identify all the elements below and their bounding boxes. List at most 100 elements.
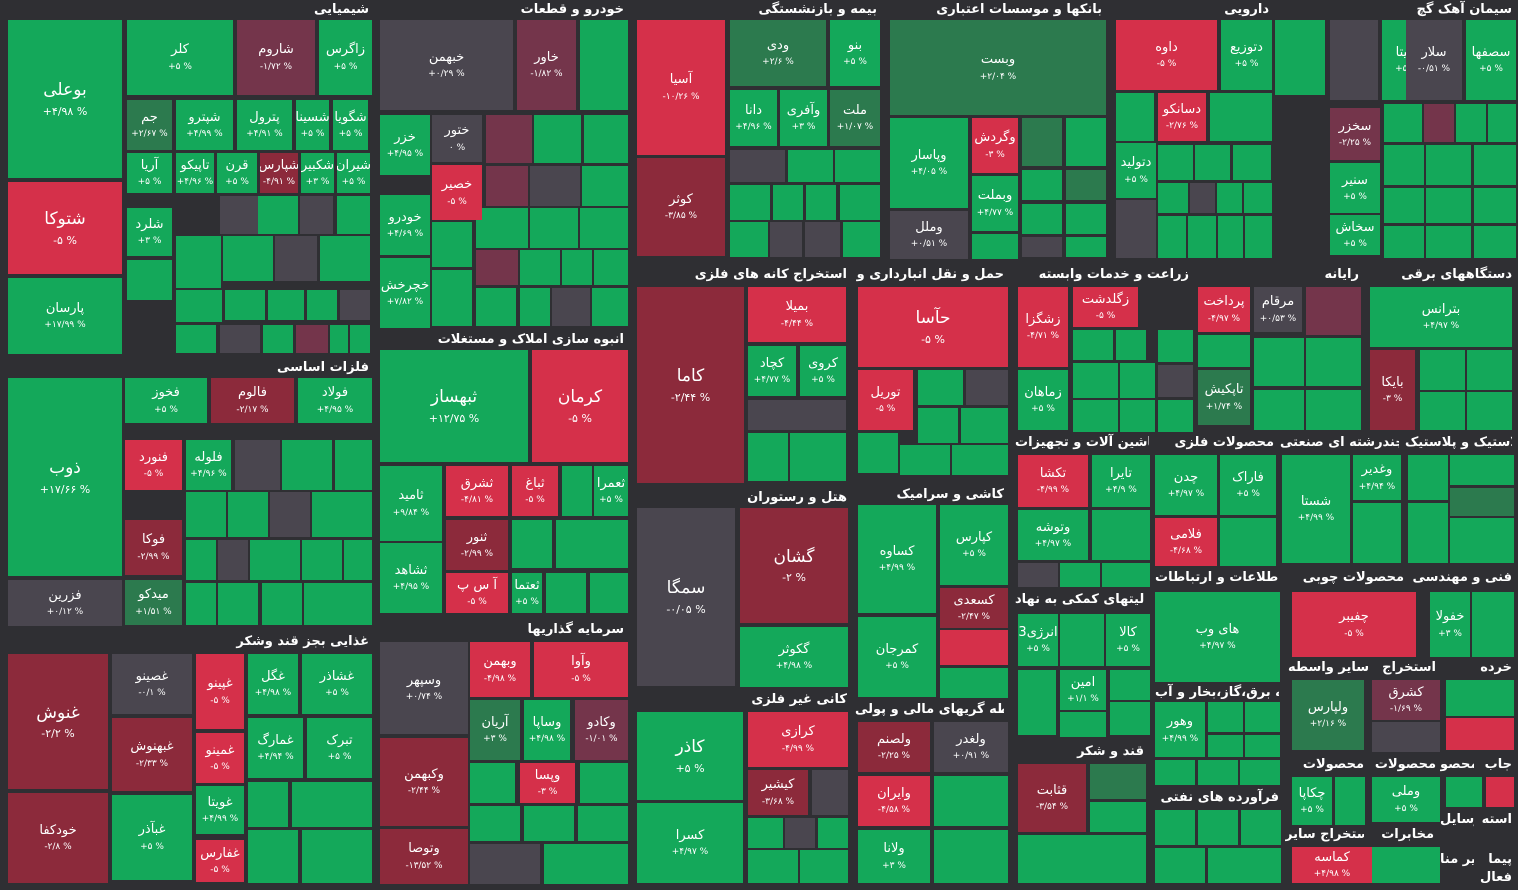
stock-tile[interactable]: ثنور -۲/۹۹ % — [446, 520, 508, 570]
stock-tile-unlabeled[interactable] — [1446, 777, 1482, 807]
stock-tile[interactable]: دسانکو -۲/۷۶ % — [1158, 93, 1206, 141]
stock-tile[interactable]: خودکفا -۲/۸ % — [8, 793, 108, 883]
stock-tile[interactable]: کروی +۵ % — [800, 346, 846, 396]
stock-tile-unlabeled[interactable] — [1018, 835, 1146, 883]
stock-tile[interactable]: تایرا +۴/۹ % — [1092, 455, 1150, 507]
stock-tile-unlabeled[interactable] — [1073, 330, 1113, 360]
stock-tile-unlabeled[interactable] — [1210, 93, 1272, 141]
stock-tile-unlabeled[interactable] — [248, 830, 298, 883]
stock-tile[interactable]: شپترو +۴/۹۹ % — [176, 100, 233, 150]
stock-tile[interactable]: فنورد -۵ % — [125, 440, 182, 490]
stock-tile-unlabeled[interactable] — [578, 806, 628, 841]
stock-tile-unlabeled[interactable] — [1073, 363, 1118, 398]
stock-tile-unlabeled[interactable] — [730, 150, 785, 182]
stock-tile-unlabeled[interactable] — [1474, 188, 1516, 223]
stock-tile[interactable]: کساوه +۴/۹۹ % — [858, 505, 936, 613]
stock-tile-unlabeled[interactable] — [1198, 335, 1250, 367]
stock-tile[interactable]: چدن +۴/۹۷ % — [1155, 455, 1217, 515]
stock-tile-unlabeled[interactable] — [1073, 400, 1118, 432]
stock-tile[interactable]: فزرین +۰/۱۲ % — [8, 580, 122, 626]
stock-tile-unlabeled[interactable] — [1372, 847, 1440, 883]
stock-tile-unlabeled[interactable] — [1420, 392, 1465, 430]
stock-tile-unlabeled[interactable] — [235, 440, 280, 490]
stock-tile[interactable]: سمگا -۰/۰۵ % — [637, 508, 735, 686]
stock-tile-unlabeled[interactable] — [1372, 722, 1440, 752]
stock-tile[interactable]: خزر +۴/۹۵ % — [380, 115, 430, 175]
stock-tile-unlabeled[interactable] — [530, 166, 580, 206]
stock-tile[interactable]: ثباغ -۵ % — [512, 466, 558, 516]
stock-tile-unlabeled[interactable] — [812, 770, 848, 815]
stock-tile-unlabeled[interactable] — [934, 830, 1008, 883]
stock-tile[interactable]: چکاپا +۵ % — [1292, 777, 1332, 825]
stock-tile-unlabeled[interactable] — [186, 583, 216, 625]
stock-tile-unlabeled[interactable] — [512, 520, 552, 568]
stock-tile-unlabeled[interactable] — [432, 270, 472, 326]
stock-tile-unlabeled[interactable] — [806, 185, 836, 220]
stock-tile-unlabeled[interactable] — [1426, 145, 1471, 185]
stock-tile-unlabeled[interactable] — [1022, 204, 1062, 234]
stock-tile-unlabeled[interactable] — [263, 325, 293, 353]
stock-tile[interactable]: مرقام +۰/۵۳ % — [1254, 287, 1302, 332]
stock-tile-unlabeled[interactable] — [1240, 760, 1280, 785]
stock-tile[interactable]: ثشرق -۴/۸۱ % — [446, 466, 508, 516]
stock-tile-unlabeled[interactable] — [900, 445, 950, 475]
stock-tile-unlabeled[interactable] — [1198, 760, 1238, 785]
stock-tile[interactable]: داوه -۵ % — [1116, 20, 1217, 90]
stock-tile[interactable]: وآفری +۳ % — [780, 90, 827, 146]
stock-tile[interactable]: دتوزیع +۵ % — [1221, 20, 1272, 90]
stock-tile-unlabeled[interactable] — [1066, 204, 1106, 234]
stock-tile-unlabeled[interactable] — [268, 290, 304, 320]
stock-tile[interactable]: غفارس -۵ % — [196, 840, 244, 882]
stock-tile-unlabeled[interactable] — [220, 196, 258, 234]
stock-tile[interactable]: وتوصا -۱۳/۵۲ % — [380, 829, 468, 884]
stock-tile[interactable]: غصینو -۰/۱ % — [112, 654, 192, 714]
stock-tile-unlabeled[interactable] — [1208, 848, 1281, 883]
stock-tile[interactable]: وپسا -۳ % — [520, 763, 575, 803]
stock-tile-unlabeled[interactable] — [218, 583, 258, 625]
stock-tile-unlabeled[interactable] — [1330, 20, 1378, 100]
stock-tile[interactable]: سخاش +۵ % — [1330, 215, 1380, 255]
stock-tile-unlabeled[interactable] — [248, 782, 288, 827]
stock-tile-unlabeled[interactable] — [476, 208, 528, 248]
stock-tile-unlabeled[interactable] — [470, 844, 540, 884]
stock-tile-unlabeled[interactable] — [1195, 145, 1230, 180]
stock-tile-unlabeled[interactable] — [176, 236, 221, 288]
stock-tile[interactable]: سلار -۰/۵۱ % — [1406, 20, 1462, 100]
stock-tile[interactable]: ذوب +۱۷/۶۶ % — [8, 378, 122, 576]
stock-tile-unlabeled[interactable] — [270, 492, 310, 537]
stock-tile-unlabeled[interactable] — [1155, 848, 1205, 883]
stock-tile-unlabeled[interactable] — [843, 222, 880, 257]
stock-tile-unlabeled[interactable] — [1384, 104, 1422, 142]
stock-tile[interactable]: کسعدی -۲/۴۷ % — [940, 588, 1008, 628]
stock-tile-unlabeled[interactable] — [790, 433, 846, 481]
stock-tile[interactable]: دانا +۴/۹۶ % — [730, 90, 777, 146]
stock-tile[interactable]: فاراک +۵ % — [1220, 455, 1276, 515]
stock-tile[interactable]: ودی +۲/۶ % — [730, 20, 826, 86]
stock-tile[interactable]: های وب +۴/۹۷ % — [1155, 592, 1280, 682]
stock-tile-unlabeled[interactable] — [307, 290, 337, 320]
stock-tile-unlabeled[interactable] — [940, 630, 1008, 665]
stock-tile[interactable]: خفولا +۳ % — [1430, 592, 1470, 657]
stock-tile-unlabeled[interactable] — [186, 492, 226, 537]
stock-tile-unlabeled[interactable] — [520, 250, 560, 285]
stock-tile-unlabeled[interactable] — [592, 288, 628, 326]
stock-tile[interactable]: خچرخش +۷/۸۲ % — [380, 258, 430, 328]
stock-tile-unlabeled[interactable] — [228, 492, 268, 537]
stock-tile-unlabeled[interactable] — [748, 850, 798, 883]
stock-tile-unlabeled[interactable] — [773, 185, 803, 220]
stock-tile[interactable]: خودرو +۴/۶۹ % — [380, 195, 430, 255]
stock-tile-unlabeled[interactable] — [580, 20, 628, 110]
stock-tile-unlabeled[interactable] — [1208, 735, 1243, 757]
stock-tile[interactable]: شکبیر +۳ % — [301, 153, 334, 193]
stock-tile[interactable]: کماسه +۴/۹۸ % — [1292, 847, 1372, 883]
stock-tile-unlabeled[interactable] — [1384, 226, 1424, 258]
stock-tile-unlabeled[interactable] — [1158, 400, 1193, 432]
stock-tile[interactable]: خاور -۱/۸۲ % — [517, 20, 576, 110]
stock-tile-unlabeled[interactable] — [1158, 216, 1186, 258]
stock-tile-unlabeled[interactable] — [1408, 503, 1448, 563]
stock-tile[interactable]: غپینو -۵ % — [196, 654, 244, 729]
stock-tile[interactable]: دتولید +۵ % — [1116, 143, 1156, 198]
stock-tile-unlabeled[interactable] — [1245, 216, 1272, 258]
stock-tile-unlabeled[interactable] — [524, 806, 574, 841]
stock-tile-unlabeled[interactable] — [1110, 670, 1150, 700]
